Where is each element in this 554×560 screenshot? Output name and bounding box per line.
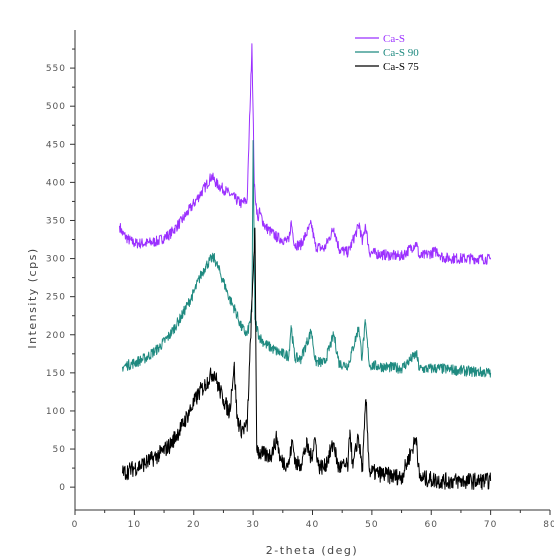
y-tick-label: 500 [46, 102, 66, 112]
series-group [119, 43, 492, 490]
x-tick-label: 80 [543, 520, 554, 530]
x-tick-label: 40 [306, 520, 319, 530]
legend-entry-ca-s: Ca-S [383, 33, 405, 45]
axes: 0 10 20 30 40 50 60 70 80 0 50 100 150 200 250 300 350 40… [46, 30, 554, 530]
series-line-ca-s [119, 43, 492, 265]
x-axis-title: 2-theta (deg) [266, 544, 358, 557]
y-tick-label: 300 [46, 255, 66, 265]
y-tick-label: 550 [46, 64, 66, 74]
y-tick-label: 350 [46, 216, 66, 226]
legend: Ca-S Ca-S 90 Ca-S 75 [355, 33, 419, 73]
y-tick-label: 0 [59, 483, 66, 493]
y-tick-label: 100 [46, 407, 66, 417]
y-tick-label: 250 [46, 293, 66, 303]
x-tick-label: 30 [246, 520, 259, 530]
y-tick-label: 150 [46, 369, 66, 379]
x-tick-label: 10 [128, 520, 141, 530]
y-tick-label: 200 [46, 331, 66, 341]
legend-entry-ca-s-90: Ca-S 90 [383, 47, 419, 59]
x-tick-label: 60 [425, 520, 438, 530]
x-tick-label: 70 [484, 520, 497, 530]
x-tick-label: 20 [187, 520, 200, 530]
y-axis-title: Intensity (cps) [26, 247, 39, 348]
y-tick-label: 450 [46, 140, 66, 150]
series-line-ca-s-90 [122, 140, 492, 378]
y-tick-label: 400 [46, 178, 66, 188]
x-tick-label: 0 [72, 520, 79, 530]
legend-entry-ca-s-75: Ca-S 75 [383, 61, 419, 73]
series-line-ca-s-75 [122, 227, 492, 490]
y-tick-label: 50 [53, 445, 66, 455]
x-tick-label: 50 [365, 520, 378, 530]
